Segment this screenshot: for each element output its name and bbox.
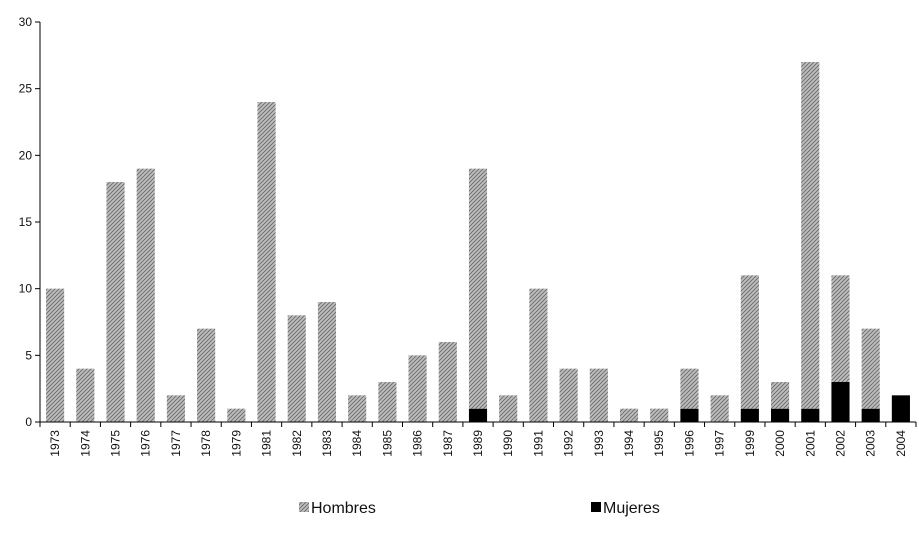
- y-tick-label: 25: [19, 82, 33, 96]
- x-tick-label: 1995: [652, 430, 666, 457]
- bar-mujeres-1996: [680, 408, 699, 422]
- x-tick-label: 1975: [109, 430, 123, 457]
- x-tick-label: 1981: [260, 430, 274, 457]
- bar-hombres-1990: [499, 395, 518, 422]
- bar-mujeres-2004: [891, 395, 910, 422]
- y-tick-label: 5: [25, 348, 32, 362]
- bar-mujeres-2001: [801, 408, 820, 422]
- x-tick-label: 1973: [48, 430, 62, 457]
- bar-hombres-1989: [468, 168, 488, 409]
- bar-hombres-1973: [46, 288, 65, 422]
- bar-mujeres-1999: [740, 408, 759, 422]
- y-tick-label: 30: [19, 15, 33, 29]
- x-tick-label: 1992: [562, 430, 576, 457]
- x-tick-label: 2003: [864, 430, 878, 457]
- x-tick-label: 2001: [803, 430, 817, 457]
- bar-mujeres-1989: [468, 408, 488, 422]
- bar-hombres-1978: [197, 328, 216, 422]
- legend-label-mujeres: Mujeres: [603, 500, 660, 517]
- y-tick-label: 10: [19, 282, 33, 296]
- bar-hombres-1986: [408, 355, 427, 422]
- bar-hombres-1984: [348, 395, 367, 422]
- x-tick-label: 1984: [350, 430, 364, 457]
- y-axis: 0 5 10 15 20 25 30: [19, 15, 41, 429]
- x-tick-label: 1987: [441, 430, 455, 457]
- x-tick-label: 1993: [592, 430, 606, 457]
- bar-hombres-2001: [801, 62, 820, 409]
- bar-hombres-1992: [559, 368, 578, 422]
- legend-swatch-hombres: [299, 502, 309, 512]
- bar-hombres-1975: [106, 182, 125, 422]
- legend-swatch-mujeres: [591, 502, 601, 512]
- bar-mujeres-2003: [861, 408, 880, 422]
- x-tick-label: 1991: [531, 430, 545, 457]
- x-tick-label: 2004: [894, 430, 908, 457]
- bar-hombres-1977: [166, 395, 185, 422]
- y-tick-label: 0: [25, 415, 32, 429]
- x-tick-label: 1996: [682, 430, 696, 457]
- x-tick-label: 1989: [471, 430, 485, 457]
- bar-hombres-1996: [680, 368, 699, 409]
- bar-hombres-2002: [831, 275, 850, 382]
- bar-hombres-1974: [76, 368, 95, 422]
- bar-mujeres-2002: [831, 382, 850, 422]
- y-tick-label: 20: [19, 148, 33, 162]
- bar-hombres-1995: [650, 408, 669, 422]
- x-tick-label: 1994: [622, 430, 636, 457]
- x-tick-label: 2000: [773, 430, 787, 457]
- x-tick-label: 1997: [713, 430, 727, 457]
- x-tick-label: 1990: [501, 430, 515, 457]
- bar-hombres-1991: [529, 288, 548, 422]
- legend-label-hombres: Hombres: [311, 500, 376, 517]
- bar-hombres-1981: [257, 102, 276, 422]
- x-tick-label: 1986: [411, 430, 425, 457]
- bar-hombres-1983: [317, 302, 337, 422]
- bar-hombres-1985: [378, 382, 397, 422]
- x-tick-label: 1978: [199, 430, 213, 457]
- bar-hombres-1997: [710, 395, 729, 422]
- x-axis: 1973 1974 1975 1976 1977 1978 1979 1981 1982 1983…: [39, 421, 917, 457]
- bar-hombres-1982: [287, 315, 306, 422]
- legend: Hombres Mujeres: [299, 500, 660, 517]
- x-tick-label: 1977: [169, 430, 183, 457]
- x-tick-label: 2002: [833, 430, 847, 457]
- x-tick-label: 1976: [139, 430, 153, 457]
- bar-hombres-2003: [861, 328, 880, 409]
- x-tick-label: 1999: [743, 430, 757, 457]
- bar-mujeres-2000: [771, 408, 790, 422]
- x-tick-label: 1985: [380, 430, 394, 457]
- x-tick-label: 1974: [78, 430, 92, 457]
- x-tick-label: 1982: [290, 430, 304, 457]
- bars: [46, 62, 910, 422]
- bar-hombres-1987: [438, 342, 457, 422]
- x-tick-label: 1979: [229, 430, 243, 457]
- bar-hombres-1999: [740, 275, 759, 409]
- bar-hombres-2000: [771, 382, 790, 409]
- y-tick-label: 15: [19, 215, 33, 229]
- bar-hombres-1979: [227, 408, 246, 422]
- x-tick-label: 1983: [320, 430, 334, 457]
- bar-hombres-1994: [619, 408, 639, 422]
- bar-hombres-1976: [136, 168, 155, 422]
- bar-hombres-1993: [589, 368, 608, 422]
